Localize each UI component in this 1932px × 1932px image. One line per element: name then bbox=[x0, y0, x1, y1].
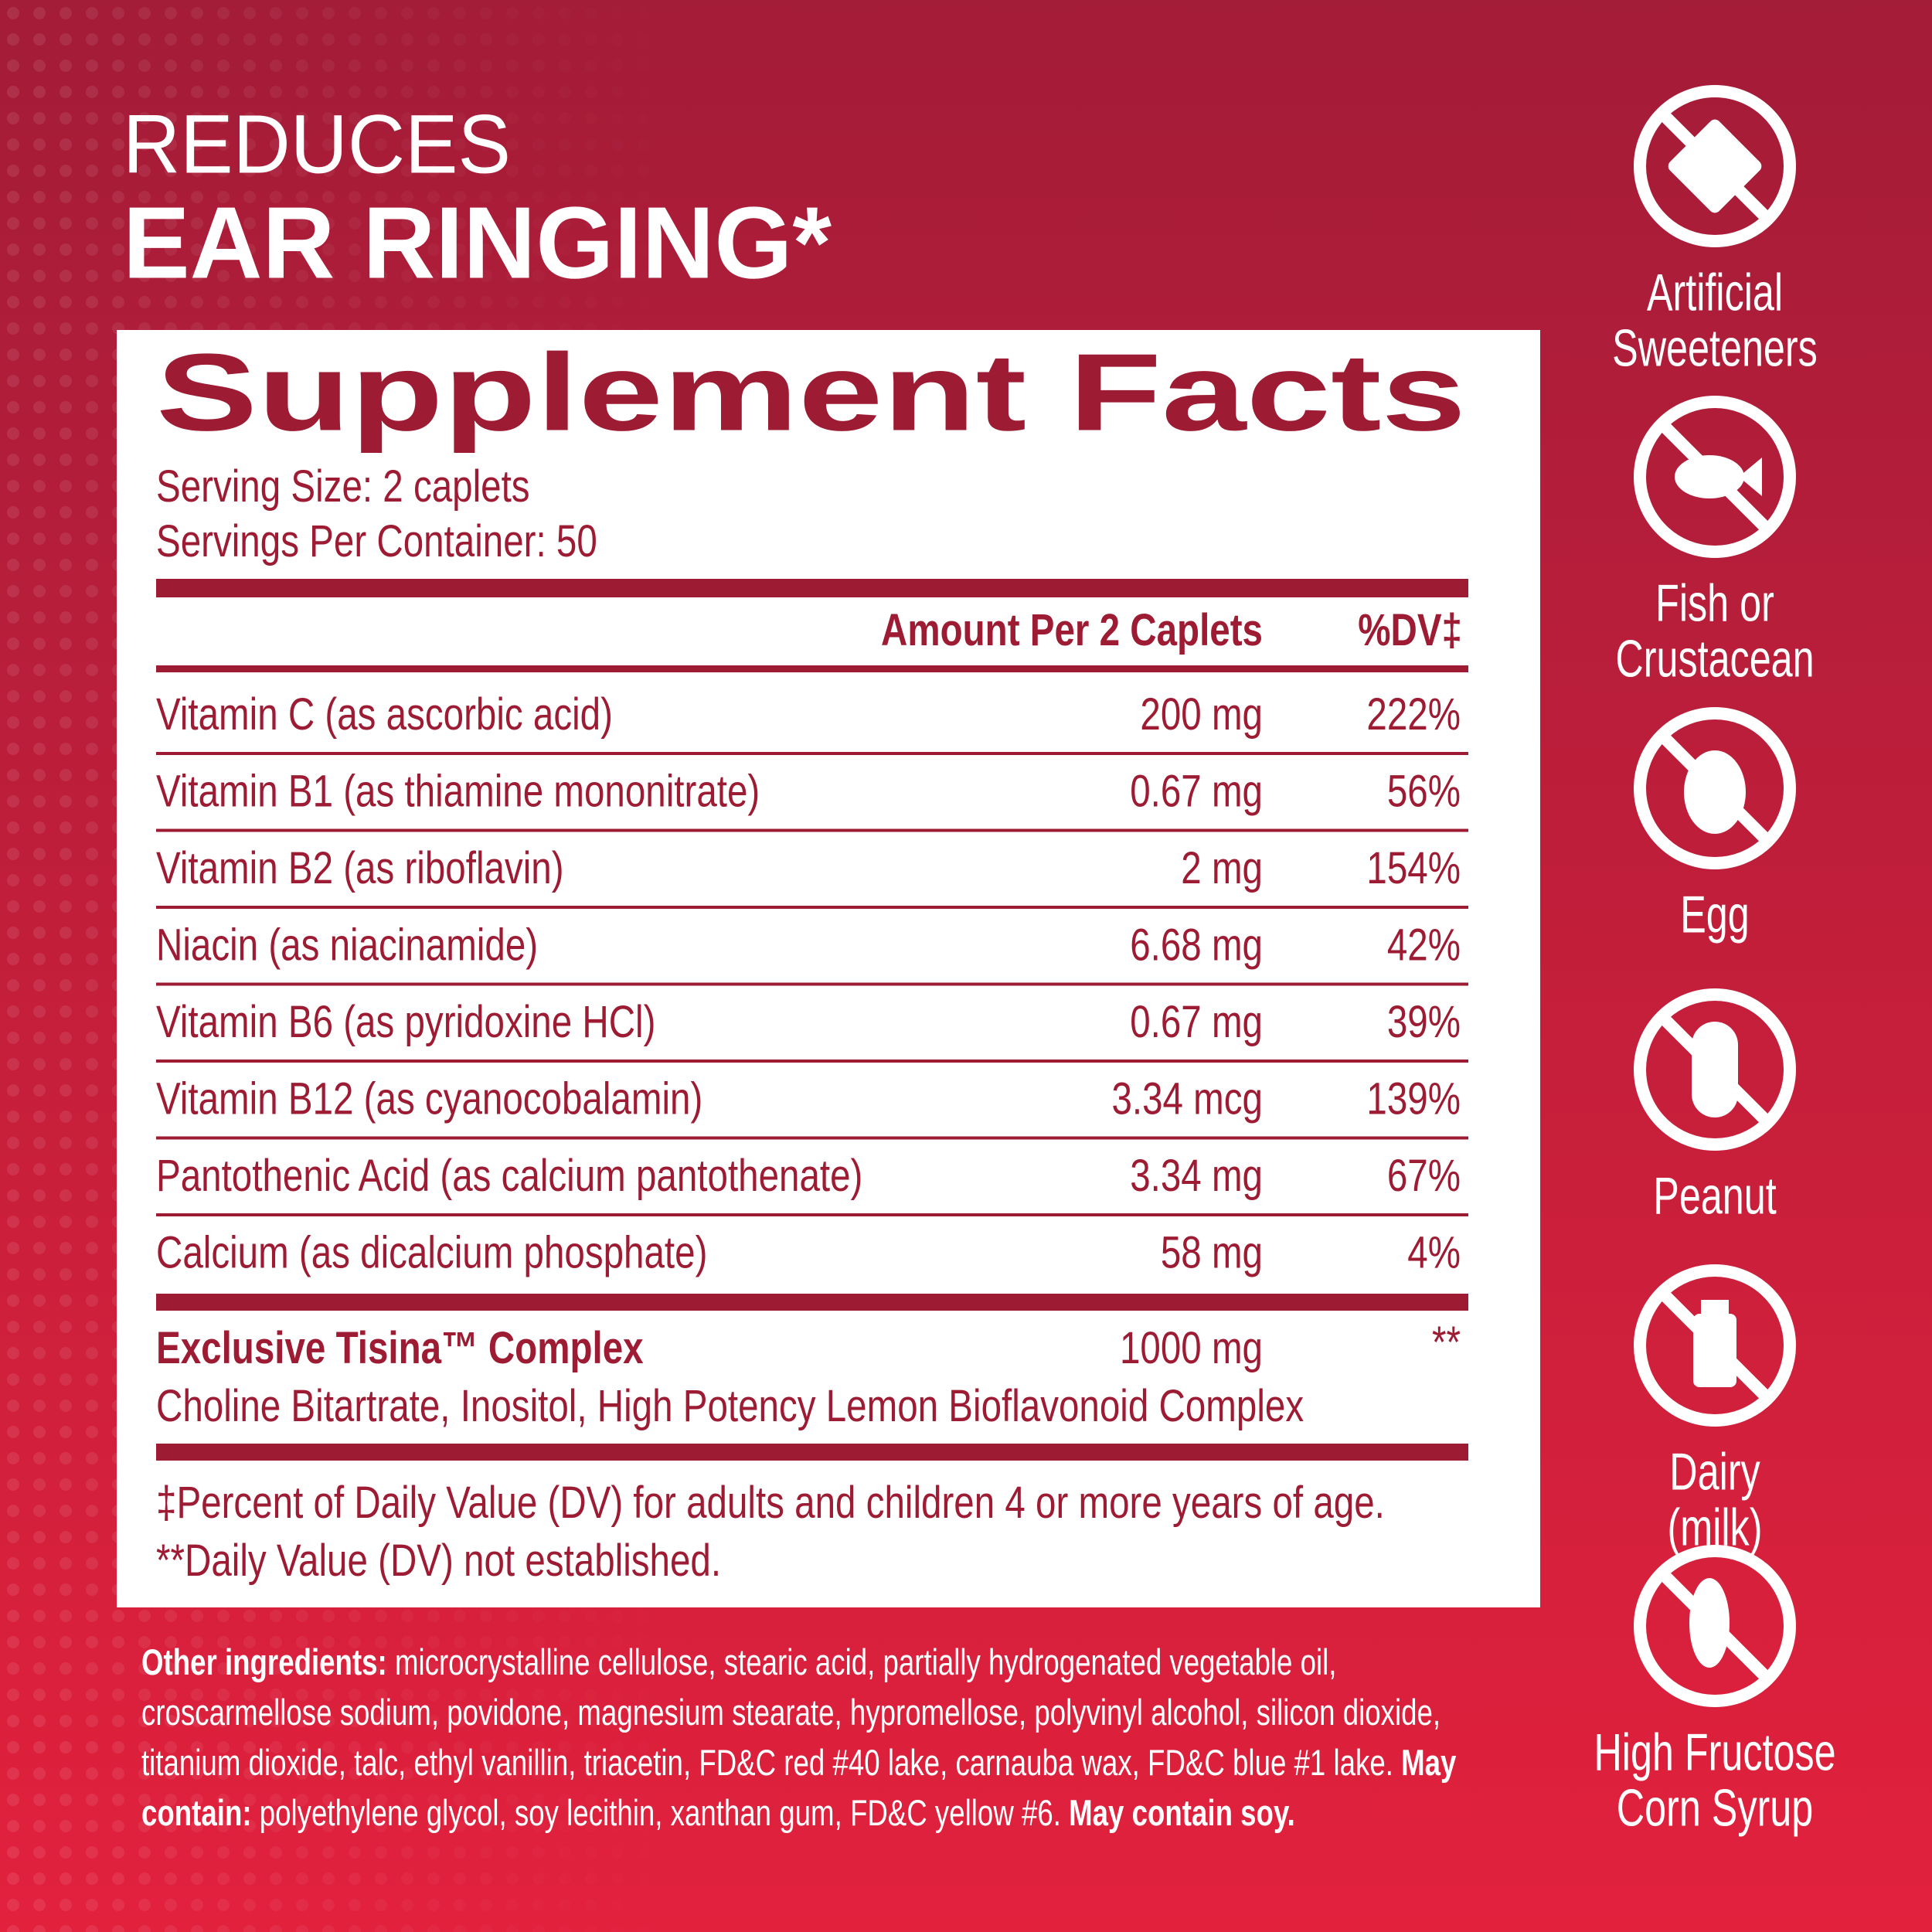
nutrient-amount: 200 mg bbox=[1140, 690, 1263, 740]
nutrient-amount: 2 mg bbox=[1181, 844, 1263, 894]
allergen-label: Corn Syrup bbox=[1617, 1778, 1813, 1837]
ingredient-label: May contain soy. bbox=[1069, 1792, 1295, 1833]
nutrient-name: Calcium (as dicalcium phosphate) bbox=[156, 1228, 707, 1278]
allergen-label: Sweeteners bbox=[1612, 318, 1818, 377]
ingredient-label: May contain: bbox=[141, 1742, 1457, 1833]
allergen-label: Dairy bbox=[1669, 1442, 1760, 1501]
nutrient-dv: 154% bbox=[1366, 844, 1461, 894]
allergen-label: High Fructose bbox=[1594, 1723, 1835, 1781]
nutrient-name: Vitamin B2 (as riboflavin) bbox=[156, 844, 564, 894]
complex-ingredients: Choline Bitartrate, Inositol, High Poten… bbox=[156, 1382, 1304, 1432]
nutrient-amount: 6.68 mg bbox=[1130, 920, 1263, 971]
icon-fish bbox=[1634, 396, 1796, 558]
servings-per-container: Servings Per Container: 50 bbox=[156, 517, 597, 567]
row-divider bbox=[156, 1136, 1468, 1140]
allergen-label: (milk) bbox=[1668, 1498, 1763, 1556]
nutrient-name: Vitamin B1 (as thiamine mononitrate) bbox=[156, 767, 760, 817]
headline-main: EAR RINGING* bbox=[123, 186, 832, 300]
nutrient-amount: 3.34 mg bbox=[1130, 1151, 1263, 1202]
allergen-label: Fish or bbox=[1655, 573, 1774, 632]
header-amount: Amount Per 2 Caplets bbox=[881, 606, 1263, 656]
ingredient-text: polyethylene glycol, soy lecithin, xanth… bbox=[251, 1792, 1070, 1833]
nutrient-amount: 3.34 mcg bbox=[1111, 1074, 1263, 1124]
allergen-label: Crustacean bbox=[1615, 629, 1814, 688]
footnote: ‡Percent of Daily Value (DV) for adults … bbox=[156, 1478, 1385, 1529]
footnote: **Daily Value (DV) not established. bbox=[156, 1536, 721, 1587]
rule bbox=[156, 665, 1468, 672]
row-divider bbox=[156, 906, 1468, 909]
ingredient-text: microcrystalline cellulose, stearic acid… bbox=[141, 1641, 1441, 1783]
icon-peanut bbox=[1634, 988, 1796, 1151]
icon-dairy bbox=[1634, 1264, 1796, 1427]
nutrient-dv: 39% bbox=[1387, 998, 1461, 1048]
nutrient-name: Vitamin B12 (as cyanocobalamin) bbox=[156, 1074, 702, 1124]
rule bbox=[156, 1294, 1468, 1311]
row-divider bbox=[156, 1060, 1468, 1063]
facts-panel bbox=[117, 330, 1540, 1607]
icon-corn bbox=[1634, 1545, 1796, 1707]
nutrient-amount: 58 mg bbox=[1161, 1228, 1263, 1278]
rule bbox=[156, 1444, 1468, 1461]
nutrient-name: Vitamin C (as ascorbic acid) bbox=[156, 690, 613, 740]
headline-top: REDUCES bbox=[123, 97, 511, 191]
nutrient-dv: 139% bbox=[1366, 1074, 1461, 1124]
other-ingredients: Other ingredients: microcrystalline cell… bbox=[141, 1637, 1468, 1838]
nutrient-amount: 0.67 mg bbox=[1130, 767, 1263, 817]
row-divider bbox=[156, 828, 1468, 832]
nutrient-dv: 42% bbox=[1387, 920, 1461, 971]
row-divider bbox=[156, 1213, 1468, 1216]
icon-egg bbox=[1634, 707, 1796, 869]
complex-name: Exclusive Tisina™ Complex bbox=[156, 1324, 644, 1374]
complex-amount: 1000 mg bbox=[1120, 1324, 1263, 1374]
allergen-label: Egg bbox=[1680, 885, 1750, 944]
nutrient-dv: 222% bbox=[1366, 690, 1461, 740]
allergen-label: Artificial bbox=[1647, 263, 1783, 321]
allergen-label: Peanut bbox=[1653, 1166, 1777, 1225]
allergen-icons bbox=[1634, 85, 1796, 1707]
nutrient-name: Pantothenic Acid (as calcium pantothenat… bbox=[156, 1151, 862, 1202]
nutrient-dv: 56% bbox=[1387, 767, 1461, 817]
header-dv: %DV‡ bbox=[1358, 606, 1462, 656]
facts-title: Supplement Facts bbox=[156, 332, 1466, 454]
nutrient-amount: 0.67 mg bbox=[1130, 998, 1263, 1048]
row-divider bbox=[156, 982, 1468, 986]
complex-dv: ** bbox=[1432, 1318, 1461, 1369]
serving-size: Serving Size: 2 caplets bbox=[156, 462, 530, 512]
row-divider bbox=[156, 752, 1468, 755]
nutrient-name: Niacin (as niacinamide) bbox=[156, 920, 538, 971]
ingredient-label: Other ingredients: bbox=[141, 1641, 387, 1682]
nutrient-dv: 4% bbox=[1407, 1228, 1461, 1278]
nutrient-name: Vitamin B6 (as pyridoxine HCl) bbox=[156, 998, 655, 1048]
icon-sweetener bbox=[1634, 85, 1796, 247]
nutrient-dv: 67% bbox=[1387, 1151, 1461, 1202]
rule bbox=[156, 579, 1468, 597]
